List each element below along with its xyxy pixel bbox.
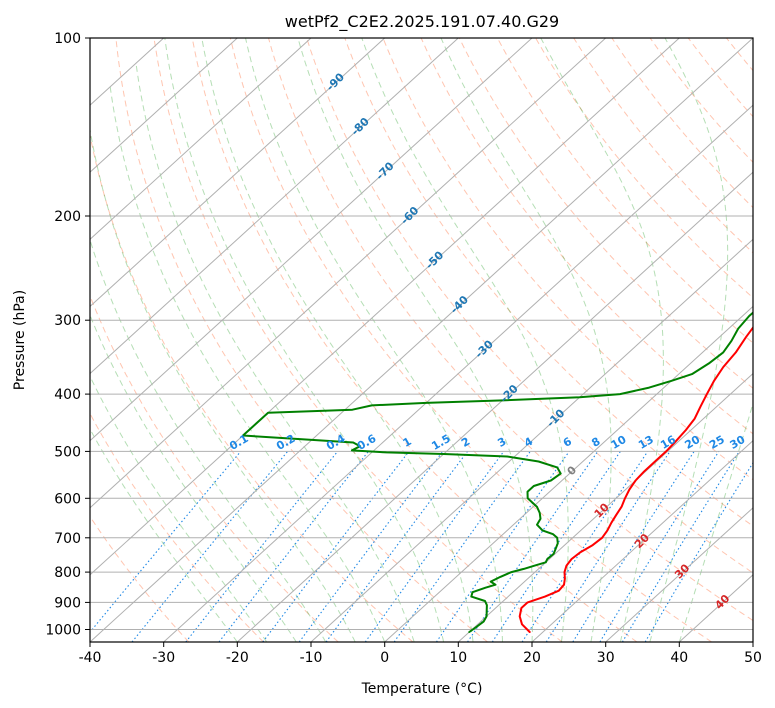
x-tick-label: 20 bbox=[523, 650, 541, 666]
isotherm-line bbox=[457, 372, 753, 642]
y-tick-label: 100 bbox=[54, 31, 81, 47]
moist-adiabat-line bbox=[361, 38, 569, 642]
y-tick-label: 700 bbox=[54, 531, 81, 547]
x-axis-label: Temperature (°C) bbox=[361, 681, 483, 697]
mixing-ratio-line bbox=[572, 451, 695, 642]
y-tick-label: 900 bbox=[54, 595, 81, 611]
mixing-ratio-line bbox=[491, 451, 621, 642]
dry-adiabat-line bbox=[90, 515, 190, 642]
plot-frame bbox=[89, 37, 754, 643]
y-tick-label: 1000 bbox=[45, 623, 81, 639]
mixing-ratio-line bbox=[364, 451, 505, 642]
dry-adiabat-line bbox=[90, 132, 414, 642]
isotherm-line bbox=[90, 38, 680, 576]
y-tick-label: 500 bbox=[54, 444, 81, 460]
isotherm-line bbox=[605, 507, 753, 642]
mixing-ratio-line bbox=[90, 451, 242, 633]
isotherm-line bbox=[90, 38, 459, 375]
isotherm-line bbox=[90, 38, 533, 442]
y-axis-ticks: 100 200 300 400 500 600 700 800 900 1000 bbox=[45, 31, 90, 639]
moist-adiabats bbox=[90, 38, 753, 642]
isotherms bbox=[90, 38, 753, 642]
y-tick-label: 400 bbox=[54, 387, 81, 403]
dry-adiabat-line bbox=[306, 38, 753, 574]
isotherm-line bbox=[384, 305, 753, 642]
moist-adiabat-line bbox=[90, 375, 268, 642]
dry-adiabat-line bbox=[268, 38, 753, 622]
mixing-ratio-line bbox=[467, 451, 599, 642]
moist-adiabat-line bbox=[649, 38, 729, 642]
dry-adiabat-line bbox=[153, 38, 563, 642]
moist-adiabat-line bbox=[135, 62, 415, 642]
moist-adiabat-line bbox=[201, 38, 474, 642]
isotherm-line bbox=[90, 38, 607, 509]
moist-adiabat-line bbox=[540, 38, 664, 642]
x-tick-label: -40 bbox=[79, 650, 102, 666]
chart-title: wetPf2_C2E2.2025.191.07.40.G29 bbox=[285, 12, 559, 32]
dewpoint-profile-line bbox=[242, 311, 753, 633]
moist-adiabat-line bbox=[90, 238, 327, 642]
y-tick-label: 300 bbox=[54, 313, 81, 329]
y-tick-label: 200 bbox=[54, 209, 81, 225]
dry-adiabat-line bbox=[90, 412, 264, 642]
mixing-ratio-line bbox=[621, 451, 740, 642]
sounding-profiles bbox=[242, 311, 753, 633]
isotherm-line bbox=[531, 439, 753, 642]
pressure-gridlines bbox=[90, 38, 753, 630]
x-tick-label: 40 bbox=[670, 650, 688, 666]
mixing-ratio-line bbox=[298, 451, 444, 642]
x-tick-label: -30 bbox=[152, 650, 175, 666]
x-tick-label: 50 bbox=[744, 650, 762, 666]
isotherm-line bbox=[236, 171, 753, 642]
mixing-ratio-lines bbox=[90, 451, 753, 642]
x-axis-ticks: -40 -30 -20 -10 0 10 20 30 40 50 bbox=[79, 642, 762, 666]
mixing-ratio-line bbox=[435, 451, 570, 642]
y-tick-label: 600 bbox=[54, 491, 81, 507]
isotherm-line bbox=[90, 38, 386, 308]
y-tick-label: 800 bbox=[54, 565, 81, 581]
isotherm-line bbox=[90, 38, 753, 642]
x-tick-label: -20 bbox=[226, 650, 249, 666]
temperature-profile-line bbox=[518, 325, 753, 633]
mixing-ratio-line bbox=[599, 451, 720, 642]
dry-adiabat-line bbox=[535, 38, 753, 299]
mixing-ratio-line bbox=[131, 451, 289, 642]
isotherm-line bbox=[90, 38, 238, 173]
y-axis-label: Pressure (hPa) bbox=[12, 290, 28, 390]
x-tick-label: -10 bbox=[300, 650, 323, 666]
x-tick-label: 0 bbox=[380, 650, 389, 666]
mixing-ratio-line bbox=[262, 451, 410, 642]
isotherm-line bbox=[90, 38, 312, 241]
dry-adiabat-line bbox=[115, 38, 488, 642]
isotherm-line bbox=[163, 104, 753, 642]
moist-adiabat-line bbox=[164, 38, 445, 642]
x-tick-label: 30 bbox=[597, 650, 615, 666]
moist-adiabat-line bbox=[245, 38, 503, 642]
dry-adiabat-line bbox=[191, 38, 638, 642]
moist-adiabat-line bbox=[440, 38, 612, 642]
moist-adiabat-line bbox=[90, 428, 238, 642]
x-tick-label: 10 bbox=[449, 650, 467, 666]
isotherm-line bbox=[310, 238, 753, 642]
mixing-ratio-line bbox=[185, 451, 339, 642]
mixing-ratio-line bbox=[545, 451, 671, 642]
mixing-ratio-line bbox=[521, 451, 649, 642]
mixing-ratio-line bbox=[325, 451, 468, 642]
moist-adiabat-line bbox=[678, 401, 753, 642]
